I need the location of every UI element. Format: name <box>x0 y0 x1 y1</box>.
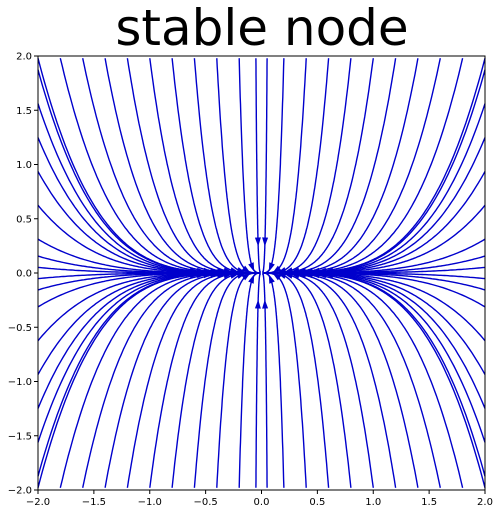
streamline-22 <box>262 58 268 274</box>
streamline-20 <box>255 58 261 274</box>
x-axis: −2.0 −1.5 −1.0 −0.5 0.0 0.5 1.0 1.5 2.0 <box>26 490 493 508</box>
streamline-arrow-20 <box>254 237 261 247</box>
streamline-7 <box>104 272 259 488</box>
streamline-arrow-17 <box>241 272 251 281</box>
streamline-arrow-15 <box>236 273 246 279</box>
x-tick-label: −0.5 <box>193 497 217 508</box>
y-tick-label: −1.5 <box>8 431 32 442</box>
streamline-12 <box>171 58 260 274</box>
streamline-arrow-27 <box>272 272 282 281</box>
streamline-arrow-74 <box>323 272 334 278</box>
streamline-30 <box>263 58 352 274</box>
y-axis: −2.0 −1.5 −1.0 −0.5 0.0 0.5 1.0 1.5 2.0 <box>8 52 38 497</box>
streamline-6 <box>104 58 259 274</box>
streamline-51 <box>37 171 258 274</box>
y-tick-label: 0.5 <box>16 214 32 225</box>
streamline-31 <box>263 272 352 488</box>
streamline-5 <box>82 272 259 488</box>
streamline-23 <box>262 272 268 488</box>
streamline-14 <box>193 58 261 274</box>
streamline-67 <box>37 272 258 342</box>
streamline-arrow-16 <box>241 265 251 274</box>
streamline-15 <box>193 272 261 488</box>
streamline-8 <box>126 58 259 274</box>
streamline-47 <box>37 103 258 274</box>
streamline-16 <box>216 58 261 274</box>
streamline-38 <box>264 58 441 274</box>
x-tick-label: −1.5 <box>82 497 106 508</box>
streamline-21 <box>255 272 261 488</box>
streamline-29 <box>262 272 330 488</box>
y-tick-label: −0.5 <box>8 323 32 334</box>
streamline-34 <box>264 58 397 274</box>
streamline-28 <box>262 58 330 274</box>
streamline-73 <box>37 272 258 443</box>
streamline-35 <box>264 272 397 488</box>
streamline-9 <box>126 272 259 488</box>
y-tick-label: 0.0 <box>16 269 32 280</box>
streamline-arrow-14 <box>236 267 246 273</box>
streamline-arrow-75 <box>189 272 200 278</box>
x-tick-label: −2.0 <box>26 497 50 508</box>
streamline-arrow-24 <box>268 262 275 272</box>
y-tick-label: −1.0 <box>8 377 32 388</box>
streamline-arrow-23 <box>262 299 269 309</box>
streamline-arrow-25 <box>268 274 275 284</box>
x-tick-label: 2.0 <box>477 497 493 508</box>
streamlines <box>37 58 486 488</box>
streamline-arrow-21 <box>254 299 261 309</box>
streamline-13 <box>171 272 260 488</box>
x-tick-label: 0.5 <box>309 497 325 508</box>
streamline-26 <box>262 58 307 274</box>
chart-title: stable node <box>115 0 409 57</box>
streamline-72 <box>265 272 486 443</box>
streamline-68 <box>265 272 486 375</box>
y-tick-label: −2.0 <box>8 486 32 497</box>
streamline-50 <box>265 171 486 274</box>
streamline-74 <box>265 272 486 477</box>
streamline-69 <box>37 272 258 375</box>
streamline-arrow-26 <box>272 265 282 274</box>
y-tick-label: 1.5 <box>16 106 32 117</box>
y-tick-label: 2.0 <box>16 52 32 63</box>
streamline-arrow-18 <box>248 262 255 272</box>
streamline-52 <box>265 204 486 274</box>
x-tick-label: 1.0 <box>365 497 381 508</box>
streamline-arrow-19 <box>248 274 255 284</box>
streamline-36 <box>264 58 419 274</box>
streamline-75 <box>37 272 258 477</box>
streamline-39 <box>264 272 441 488</box>
x-tick-label: −1.0 <box>138 497 162 508</box>
y-tick-label: 1.0 <box>16 160 32 171</box>
streamline-17 <box>216 272 261 488</box>
streamline-53 <box>37 204 258 274</box>
streamline-46 <box>265 103 486 274</box>
streamline-4 <box>82 58 259 274</box>
streamline-27 <box>262 272 307 488</box>
x-tick-label: 0.0 <box>254 497 270 508</box>
streamline-37 <box>264 272 419 488</box>
x-tick-label: 1.5 <box>421 497 437 508</box>
plot-frame <box>37 55 486 491</box>
streamline-66 <box>265 272 486 342</box>
streamline-arrow-22 <box>262 237 269 247</box>
